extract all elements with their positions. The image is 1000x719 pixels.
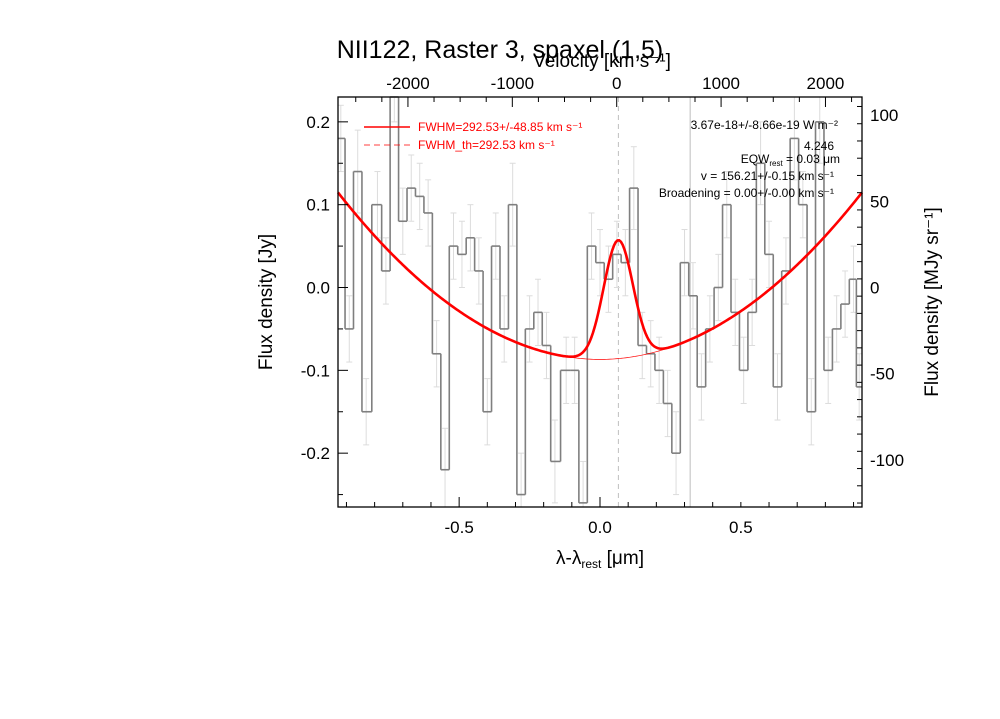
chart-title: NII122, Raster 3, spaxel (1,5) xyxy=(337,36,664,64)
x-tick-label: 0.0 xyxy=(588,518,612,537)
legend-label-fit: FWHM=292.53+/-48.85 km s⁻¹ xyxy=(418,120,582,134)
x2-tick-label: -1000 xyxy=(491,74,534,93)
annotation-eqw-value: = 0.03 μm xyxy=(783,152,840,166)
x2-tick-label: 2000 xyxy=(807,74,845,93)
fit-annotations: 3.67e-18+/-8.66e-19 W m⁻² 4.246 EQWrest … xyxy=(659,118,840,200)
y2-tick-label: 0 xyxy=(870,279,879,298)
y2-tick-label: 100 xyxy=(870,106,898,125)
x-axis-label-sub: rest xyxy=(581,557,602,571)
x-axis-label-unit: [μm] xyxy=(601,548,644,569)
annotation-velocity: v = 156.21+/-0.15 km s⁻¹ xyxy=(701,169,834,183)
y2-axis-label: Flux density [MJy sr⁻¹] xyxy=(922,207,943,397)
legend: FWHM=292.53+/-48.85 km s⁻¹ FWHM_th=292.5… xyxy=(364,120,582,152)
x-tick-label: 0.5 xyxy=(729,518,753,537)
annotation-snr: 4.246 xyxy=(804,139,834,153)
legend-label-th: FWHM_th=292.53 km s⁻¹ xyxy=(418,138,555,152)
y-tick-label: 0.0 xyxy=(306,279,330,298)
y2-tick-label: 50 xyxy=(870,192,889,211)
x2-tick-label: 1000 xyxy=(702,74,740,93)
x-axis-label: λ-λrest [μm] xyxy=(556,548,644,571)
y2-tick-label: -100 xyxy=(870,451,904,470)
annotation-flux: 3.67e-18+/-8.66e-19 W m⁻² xyxy=(691,118,838,132)
x2-tick-label: 0 xyxy=(612,74,621,93)
x-tick-label: -0.5 xyxy=(444,518,473,537)
annotation-eqw-sub: rest xyxy=(769,159,783,168)
y2-tick-label: -50 xyxy=(870,365,895,384)
annotation-eqw-label: EQW xyxy=(741,152,770,166)
y-tick-label: -0.2 xyxy=(301,444,330,463)
y-tick-label: -0.1 xyxy=(301,361,330,380)
y-axis-label: Flux density [Jy] xyxy=(256,234,277,370)
plot-frame xyxy=(337,96,863,508)
x-axis-label-main: λ-λ xyxy=(556,548,582,569)
x2-axis-label: Velocity [km s⁻¹] xyxy=(533,51,671,72)
annotation-eqw: EQWrest = 0.03 μm xyxy=(741,152,840,168)
fit-curve xyxy=(336,191,864,359)
y-tick-label: 0.1 xyxy=(306,196,330,215)
x2-tick-label: -2000 xyxy=(386,74,429,93)
y-tick-label: 0.2 xyxy=(306,113,330,132)
annotation-broadening: Broadening = 0.00+/-0.00 km s⁻¹ xyxy=(659,186,834,200)
